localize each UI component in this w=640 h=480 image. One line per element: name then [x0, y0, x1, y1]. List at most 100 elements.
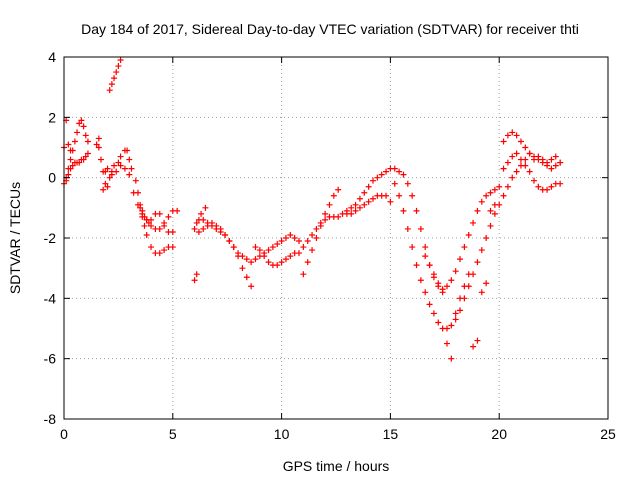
- data-point: [396, 192, 403, 199]
- data-point: [404, 180, 411, 187]
- data-point: [383, 192, 390, 199]
- x-tick-label: 25: [600, 426, 616, 442]
- data-point: [422, 289, 429, 296]
- data-point: [452, 310, 459, 317]
- data-point: [487, 207, 494, 214]
- data-point: [265, 259, 272, 266]
- data-point: [374, 174, 381, 181]
- data-point: [296, 238, 303, 245]
- data-point: [426, 262, 433, 269]
- data-point: [461, 283, 468, 290]
- data-point: [304, 238, 311, 245]
- data-point: [304, 259, 311, 266]
- data-point: [474, 259, 481, 266]
- series-1: [61, 117, 564, 332]
- data-point: [141, 213, 148, 220]
- x-tick-label: 20: [491, 426, 507, 442]
- data-point: [102, 168, 109, 175]
- data-point: [326, 201, 333, 208]
- data-point: [557, 180, 564, 187]
- data-point: [491, 186, 498, 193]
- data-point: [161, 247, 168, 254]
- data-point: [478, 247, 485, 254]
- data-point: [202, 204, 209, 211]
- data-point: [513, 132, 520, 139]
- data-point: [470, 219, 477, 226]
- data-point: [115, 159, 122, 166]
- y-tick-label: -2: [44, 230, 57, 246]
- x-tick-label: 10: [274, 426, 290, 442]
- data-point: [535, 156, 542, 163]
- data-point: [369, 177, 376, 184]
- data-point: [557, 159, 564, 166]
- data-point: [544, 186, 551, 193]
- data-point: [148, 222, 155, 229]
- data-point: [491, 201, 498, 208]
- data-point: [156, 225, 163, 232]
- data-point: [191, 277, 198, 284]
- data-point: [80, 156, 87, 163]
- y-tick-label: -8: [44, 411, 57, 427]
- data-point: [282, 256, 289, 263]
- data-point: [208, 219, 215, 226]
- data-point: [102, 180, 109, 187]
- data-point: [193, 271, 200, 278]
- data-point: [76, 159, 83, 166]
- data-point: [457, 295, 464, 302]
- data-point: [369, 195, 376, 202]
- data-point: [274, 241, 281, 248]
- data-point: [531, 177, 538, 184]
- data-point: [235, 250, 242, 257]
- data-point: [517, 156, 524, 163]
- data-point: [97, 156, 104, 163]
- data-point: [313, 235, 320, 241]
- data-point: [526, 150, 533, 157]
- data-point: [309, 247, 316, 254]
- data-point: [230, 244, 237, 251]
- data-point: [256, 253, 263, 260]
- y-tick-label: -6: [44, 351, 57, 367]
- data-point: [478, 198, 485, 205]
- data-point: [226, 238, 233, 245]
- data-point: [106, 87, 113, 94]
- data-point: [413, 207, 420, 214]
- data-point: [522, 162, 529, 169]
- data-point: [141, 222, 148, 229]
- data-point: [309, 231, 316, 238]
- data-point: [465, 231, 472, 238]
- data-point: [361, 201, 368, 208]
- data-point: [413, 262, 420, 269]
- data-point: [261, 250, 268, 257]
- data-point: [457, 307, 464, 314]
- data-point: [404, 225, 411, 232]
- data-point: [487, 222, 494, 229]
- data-point: [100, 186, 107, 193]
- data-point: [509, 153, 516, 160]
- data-point: [348, 204, 355, 211]
- data-point: [124, 147, 131, 154]
- data-point: [111, 162, 118, 169]
- data-point: [448, 277, 455, 284]
- data-point: [128, 165, 135, 172]
- data-point: [500, 138, 507, 145]
- x-tick-label: 15: [383, 426, 399, 442]
- data-point: [193, 219, 200, 226]
- data-point: [496, 183, 503, 190]
- data-point: [69, 162, 76, 169]
- data-point: [65, 171, 72, 178]
- grid: [64, 57, 608, 419]
- data-point: [287, 253, 294, 260]
- data-point: [443, 325, 450, 332]
- data-point: [67, 165, 74, 172]
- data-point: [300, 244, 307, 251]
- data-point: [248, 259, 255, 266]
- data-point: [156, 250, 163, 257]
- data-point: [483, 192, 490, 199]
- data-point: [213, 222, 220, 229]
- data-point: [470, 343, 477, 350]
- data-point: [106, 174, 113, 181]
- data-point: [287, 231, 294, 238]
- data-point: [322, 210, 329, 217]
- data-point: [535, 183, 542, 190]
